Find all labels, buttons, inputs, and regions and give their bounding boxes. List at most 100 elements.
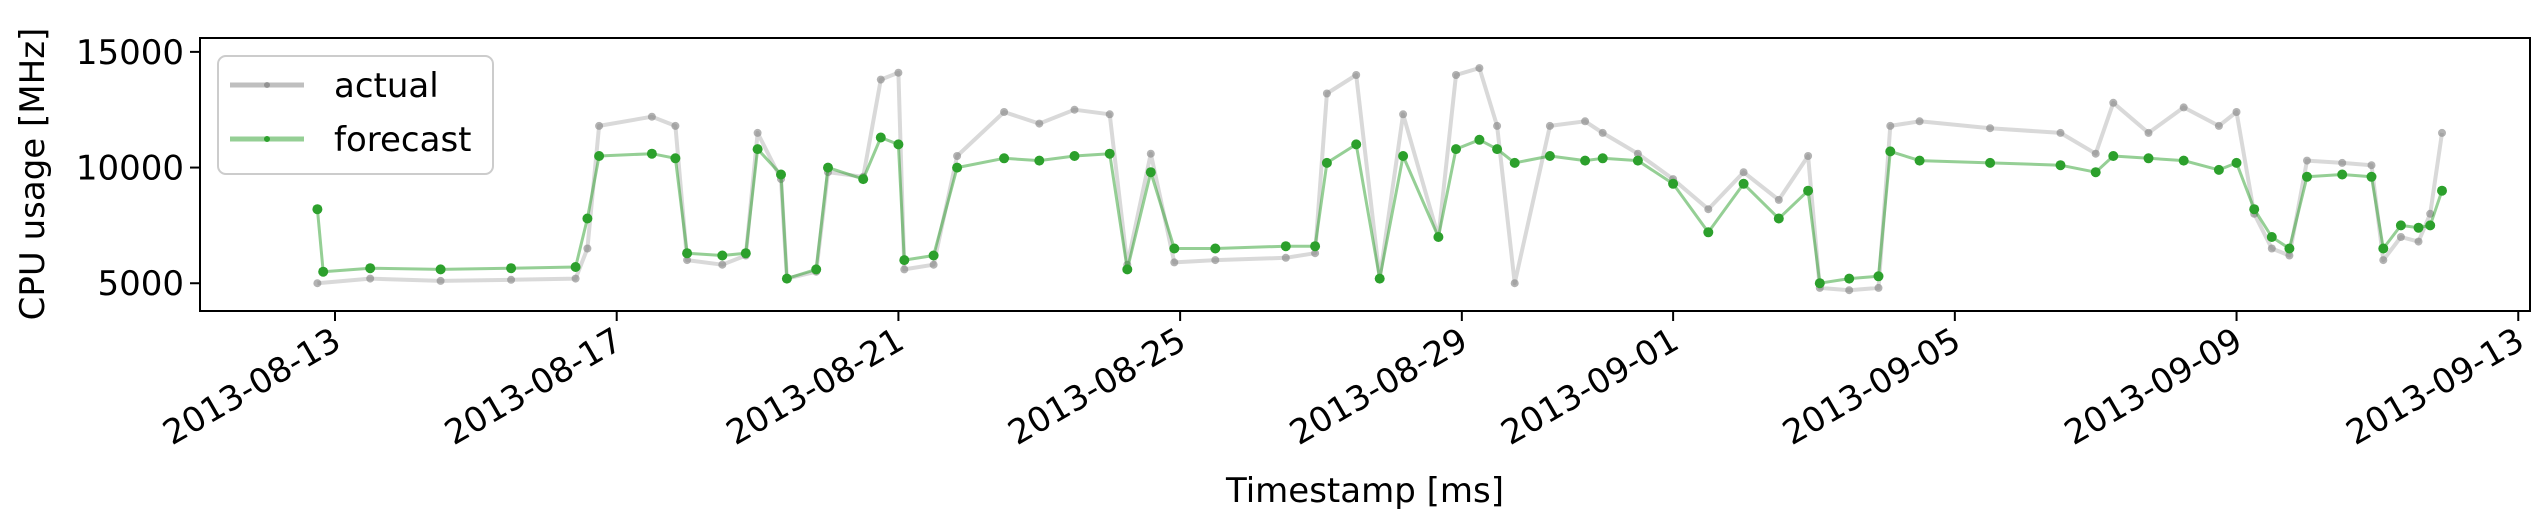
series-actual-line — [317, 66, 2444, 293]
series-actual-point — [718, 260, 727, 269]
series-forecast-point — [1873, 271, 1884, 282]
series-forecast-point — [1703, 227, 1714, 238]
series-forecast-point — [2413, 222, 2424, 233]
series-actual-point — [1739, 168, 1748, 177]
series-forecast-point — [435, 264, 446, 275]
series-actual-point — [2338, 158, 2347, 167]
series-actual-point — [2109, 98, 2118, 107]
series-forecast-point — [1351, 139, 1362, 150]
series-actual-point — [1774, 195, 1783, 204]
series-forecast-point — [1632, 155, 1643, 166]
series-forecast-point — [2090, 167, 2101, 178]
series-forecast-point — [1844, 273, 1855, 284]
series-forecast-point — [1374, 273, 1385, 284]
series-forecast-point — [2437, 185, 2447, 196]
series-actual-point — [1035, 119, 1044, 128]
series-forecast-point — [2302, 171, 2312, 182]
series-actual-point — [876, 75, 885, 84]
x-tick-label: 2013-08-29 — [1283, 320, 1474, 453]
series-forecast-point — [823, 162, 833, 173]
series-actual-point — [2214, 121, 2223, 130]
series-actual-point — [583, 244, 592, 253]
series-actual-point — [900, 265, 909, 274]
series-forecast-point — [781, 273, 792, 284]
series-actual-point — [1633, 149, 1642, 158]
series-actual-point — [1070, 105, 1079, 114]
series-actual-point — [1510, 279, 1519, 288]
series-forecast-point — [1544, 151, 1555, 161]
series-actual-point — [2179, 103, 2188, 112]
series-layer — [312, 64, 2447, 295]
x-tick-label: 2013-08-17 — [438, 320, 629, 453]
x-axis: 2013-08-13 2013-08-17 2013-08-21 2013-08-25… — [156, 311, 2531, 454]
series-forecast-point — [928, 250, 939, 261]
series-actual-point — [313, 279, 322, 288]
series-forecast-point — [1433, 232, 1444, 242]
legend-actual-label: actual — [334, 66, 439, 106]
series-forecast-point — [1280, 241, 1291, 252]
series-actual-point — [2285, 251, 2294, 260]
series-forecast-point — [1885, 146, 1896, 157]
series-actual-point — [671, 121, 680, 130]
y-axis-label: CPU usage [MHz] — [13, 28, 53, 321]
series-forecast-point — [2378, 243, 2389, 254]
series-actual-point — [1281, 253, 1290, 262]
series-actual-point — [366, 274, 375, 283]
x-tick-label: 2013-08-13 — [156, 320, 347, 453]
series-forecast-point — [582, 213, 593, 224]
series-actual-point — [2267, 244, 2276, 253]
series-forecast-point — [1145, 167, 1156, 178]
series-actual-point — [2303, 156, 2311, 165]
legend-actual-marker — [264, 82, 270, 88]
series-forecast-point — [682, 248, 693, 259]
series-forecast-point — [893, 139, 904, 150]
series-actual-point — [753, 128, 762, 137]
series-forecast-point — [1597, 153, 1608, 164]
series-forecast-point — [318, 266, 329, 277]
series-forecast-point — [740, 248, 751, 259]
series-forecast-point — [1210, 243, 1221, 254]
series-actual-point — [1704, 205, 1713, 214]
series-forecast-point — [2231, 157, 2242, 168]
series-forecast-line — [315, 136, 2444, 285]
series-actual-point — [1322, 89, 1331, 98]
series-forecast-point — [952, 162, 963, 173]
x-tick-label: 2013-09-13 — [2340, 320, 2531, 453]
series-forecast-point — [1509, 157, 1520, 168]
series-actual-point — [1399, 110, 1408, 119]
series-forecast-point — [2266, 232, 2277, 242]
series-actual-point — [929, 260, 938, 269]
y-axis: 5000 10000 15000 — [76, 33, 200, 304]
series-actual-point — [436, 276, 445, 285]
series-forecast-point — [1580, 155, 1591, 166]
series-forecast-point — [2108, 151, 2119, 161]
series-actual-point — [1311, 249, 1320, 258]
series-actual-point — [571, 274, 580, 283]
series-actual-point — [647, 112, 656, 121]
series-forecast-point — [1773, 213, 1784, 224]
series-forecast-point — [594, 151, 605, 161]
series-forecast-point — [717, 250, 728, 261]
x-tick-label: 2013-09-05 — [1776, 320, 1967, 453]
series-actual-point — [1211, 256, 1220, 265]
x-axis-label: Timestamp [ms] — [1225, 471, 1504, 511]
series-forecast-point — [1034, 155, 1045, 166]
x-tick-label: 2013-08-21 — [720, 320, 911, 453]
series-forecast-point — [1451, 144, 1461, 155]
series-actual-point — [1986, 124, 1995, 133]
series-actual-point — [1598, 128, 1607, 137]
series-actual-point — [1874, 283, 1883, 292]
series-forecast-point — [2143, 153, 2154, 164]
series-actual-point — [953, 152, 962, 160]
series-actual-point — [507, 275, 516, 284]
y-tick-label: 10000 — [76, 149, 184, 189]
series-forecast-point — [875, 132, 886, 143]
series-forecast-point — [1668, 178, 1679, 189]
series-actual-point — [1581, 117, 1590, 126]
legend-forecast-marker — [264, 136, 270, 142]
series-forecast-point — [2178, 155, 2189, 166]
series-actual-point — [1545, 121, 1554, 130]
series-forecast-point — [2337, 169, 2348, 180]
series-forecast-point — [2213, 164, 2224, 175]
